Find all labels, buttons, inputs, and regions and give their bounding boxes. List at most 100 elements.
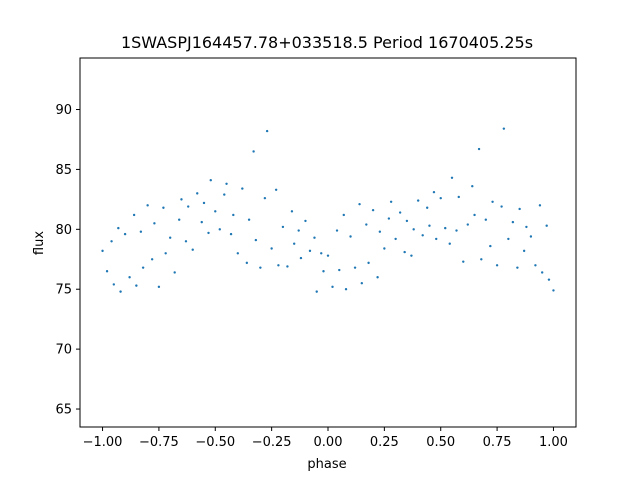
data-point — [178, 218, 181, 221]
data-point — [365, 223, 368, 226]
data-point — [299, 256, 303, 260]
data-point — [331, 285, 334, 289]
y-tick-label: 80 — [55, 223, 72, 238]
data-point — [353, 266, 357, 269]
data-point — [259, 266, 262, 269]
data-point — [471, 184, 474, 188]
data-point — [358, 202, 361, 206]
data-point — [184, 240, 188, 243]
data-point — [286, 265, 289, 268]
data-point — [484, 218, 488, 221]
data-point — [378, 230, 382, 233]
plot-frame — [79, 57, 577, 428]
data-point — [489, 244, 492, 248]
y-tick-label: 70 — [55, 343, 72, 358]
data-point — [326, 254, 330, 257]
x-tick-label: 0.00 — [314, 435, 343, 450]
data-point — [281, 225, 285, 229]
data-point — [466, 223, 469, 226]
x-tick-label: 0.25 — [370, 435, 399, 450]
data-point — [462, 260, 465, 263]
data-point — [247, 218, 251, 221]
data-point — [516, 266, 519, 269]
data-point — [290, 210, 294, 213]
data-point — [308, 249, 312, 253]
data-point — [202, 201, 206, 205]
data-point — [225, 182, 228, 185]
data-point — [403, 250, 406, 254]
x-tick-label: −1.00 — [83, 435, 123, 450]
data-point — [236, 252, 240, 255]
data-point — [180, 198, 183, 201]
data-point — [477, 147, 481, 151]
data-point — [218, 228, 221, 231]
y-tick-label: 75 — [55, 283, 72, 298]
x-axis-label: phase — [307, 457, 346, 472]
data-point — [135, 284, 138, 287]
x-tick-label: 1.00 — [539, 435, 568, 450]
data-point — [117, 226, 120, 230]
data-point — [141, 266, 145, 269]
scatter-points — [101, 127, 555, 293]
data-point — [232, 213, 235, 217]
data-point — [315, 290, 318, 293]
data-point — [153, 222, 156, 225]
data-point — [545, 224, 548, 227]
data-point — [322, 270, 325, 273]
data-point — [412, 228, 415, 231]
y-tick-label: 85 — [55, 163, 72, 178]
data-point — [101, 249, 104, 253]
data-point — [552, 289, 555, 292]
data-point — [320, 252, 323, 255]
data-point — [455, 229, 458, 232]
data-point — [448, 242, 451, 245]
data-point — [146, 204, 149, 207]
data-point — [164, 252, 167, 255]
data-point — [349, 235, 352, 238]
data-point — [367, 261, 370, 265]
data-point — [416, 199, 420, 202]
data-point — [342, 213, 345, 217]
data-point — [335, 229, 339, 232]
data-point — [245, 261, 249, 265]
data-point — [360, 282, 364, 285]
data-point — [110, 240, 113, 243]
data-point — [241, 187, 244, 190]
x-tick-label: 0.75 — [483, 435, 512, 450]
data-point — [187, 205, 190, 208]
data-point — [196, 192, 199, 195]
data-point — [207, 231, 210, 235]
data-point — [495, 264, 499, 267]
data-point — [229, 232, 233, 236]
data-point — [112, 283, 116, 286]
data-point — [444, 226, 447, 230]
data-point — [277, 264, 280, 267]
data-point — [500, 205, 503, 208]
y-tick-label: 90 — [55, 103, 72, 118]
y-tick-label: 65 — [55, 403, 72, 418]
data-point — [162, 206, 165, 209]
data-point — [529, 235, 533, 238]
data-point — [274, 188, 278, 191]
data-point — [223, 193, 226, 196]
data-point — [450, 176, 454, 180]
data-point — [389, 200, 393, 203]
data-point — [439, 196, 442, 200]
chart-title: 1SWASPJ164457.78+033518.5 Period 1670405… — [121, 33, 533, 52]
data-point — [344, 288, 348, 291]
data-point — [265, 129, 269, 133]
data-point — [252, 150, 255, 153]
data-point — [538, 204, 542, 207]
data-point — [128, 276, 131, 279]
data-point — [139, 230, 143, 233]
data-point — [394, 237, 397, 241]
data-point — [473, 213, 476, 217]
data-point — [209, 179, 212, 182]
data-point — [270, 247, 273, 250]
data-point — [518, 207, 521, 211]
x-tick-label: −0.50 — [195, 435, 235, 450]
data-point — [540, 271, 544, 274]
x-tick-label: −0.25 — [252, 435, 292, 450]
y-axis-label: flux — [32, 231, 47, 255]
data-point — [173, 271, 176, 274]
